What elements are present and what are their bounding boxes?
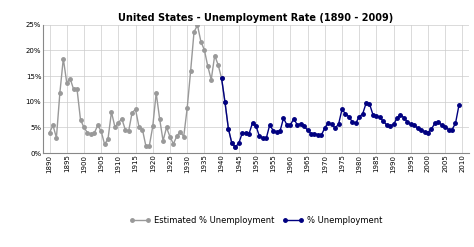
Legend: Estimated % Unemployment, % Unemployment: Estimated % Unemployment, % Unemployment [127,213,385,229]
% Unemployment [253,124,259,127]
Title: United States - Unemployment Rate (1890 - 2009): United States - Unemployment Rate (1890 … [118,13,393,22]
% Unemployment [422,130,428,133]
Estimated % Unemployment [195,24,201,27]
Estimated % Unemployment [67,77,73,80]
Line: Estimated % Unemployment: Estimated % Unemployment [48,23,237,149]
% Unemployment [353,122,358,125]
% Unemployment [456,104,462,107]
Estimated % Unemployment [116,121,121,124]
Line: % Unemployment: % Unemployment [220,76,461,149]
Estimated % Unemployment [47,131,53,134]
% Unemployment [425,131,431,134]
% Unemployment [219,77,224,80]
Estimated % Unemployment [215,63,221,66]
Estimated % Unemployment [232,145,238,148]
Estimated % Unemployment [91,132,97,135]
% Unemployment [277,130,283,133]
% Unemployment [232,145,238,148]
Estimated % Unemployment [229,142,235,145]
Estimated % Unemployment [81,126,87,129]
% Unemployment [294,124,300,126]
